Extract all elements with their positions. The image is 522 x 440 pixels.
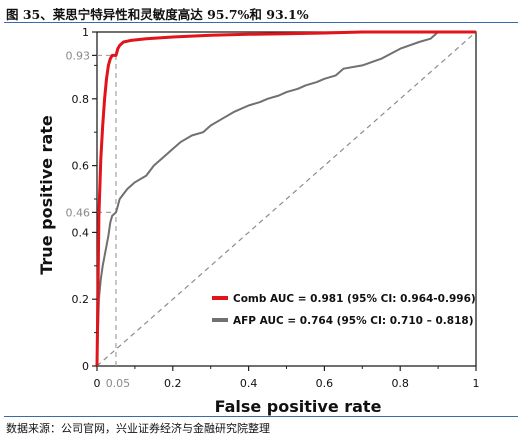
- y-marker-label: 0.46: [66, 206, 91, 219]
- y-tick-label: 0: [82, 360, 89, 373]
- x-tick-label: 1: [473, 377, 480, 390]
- source-note: 数据来源：公司官网，兴业证券经济与金融研究院整理: [6, 422, 270, 435]
- y-tick-label: 0.8: [72, 93, 90, 106]
- y-tick-label: 0.2: [72, 293, 90, 306]
- series-line-1: [96, 31, 476, 367]
- x-marker-label: 0.05: [106, 377, 131, 390]
- y-tick-label: 0.6: [72, 160, 90, 173]
- y-marker-label: 0.93: [66, 49, 91, 62]
- x-tick-label: 0.8: [391, 377, 409, 390]
- y-axis-title: True positive rate: [37, 115, 56, 275]
- chance-diagonal: [96, 31, 477, 367]
- legend-label-0: Comb AUC = 0.981 (95% CI: 0.964-0.996): [233, 293, 476, 305]
- x-tick-label: 0.6: [316, 377, 334, 390]
- figure-title: 图 35、莱思宁特异性和灵敏度高达 95.7%和 93.1%: [6, 7, 309, 22]
- title-underline: [4, 22, 518, 23]
- legend-label-1: AFP AUC = 0.764 (95% CI: 0.710 – 0.818): [233, 315, 474, 327]
- x-axis-title: False positive rate: [215, 397, 382, 416]
- source-rule: [4, 416, 518, 417]
- series-line-0: [95, 30, 476, 367]
- x-tick-label: 0: [94, 377, 101, 390]
- x-tick-label: 0.2: [164, 377, 182, 390]
- y-tick-label: 1: [82, 26, 89, 39]
- y-tick-label: 0.4: [72, 226, 90, 239]
- x-tick-label: 0.4: [240, 377, 258, 390]
